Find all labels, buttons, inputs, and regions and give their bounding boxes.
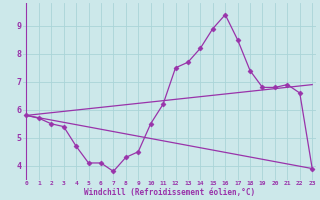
X-axis label: Windchill (Refroidissement éolien,°C): Windchill (Refroidissement éolien,°C) <box>84 188 255 197</box>
